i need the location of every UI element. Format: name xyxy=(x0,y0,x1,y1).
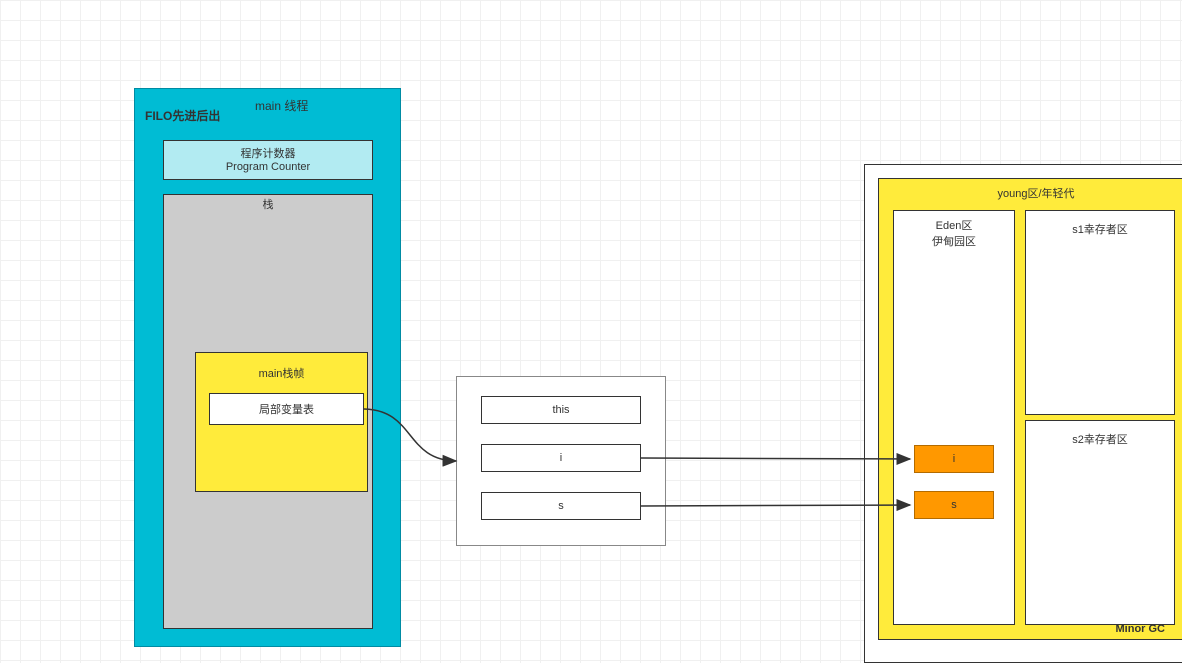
local-var-text: 局部变量表 xyxy=(259,401,314,417)
young-gen-title: young区/年轻代 xyxy=(879,185,1182,201)
s2-text: s2幸存者区 xyxy=(1026,431,1174,447)
stack-title: 栈 xyxy=(163,196,373,212)
s1-box: s1幸存者区 xyxy=(1025,210,1175,415)
s1-text: s1幸存者区 xyxy=(1026,221,1174,237)
eden-block-i-text: i xyxy=(953,453,955,465)
eden-block-i: i xyxy=(914,445,994,473)
eden-block-s-text: s xyxy=(951,499,957,511)
detail-row-s-text: s xyxy=(558,500,564,512)
thread-title: main 线程 xyxy=(255,97,308,114)
pc-line2: Program Counter xyxy=(164,161,372,173)
s2-box: s2幸存者区 xyxy=(1025,420,1175,625)
local-var-table: 局部变量表 xyxy=(209,393,364,425)
eden-line1: Eden区 xyxy=(894,217,1014,233)
program-counter-box: 程序计数器 Program Counter xyxy=(163,140,373,180)
pc-line1: 程序计数器 xyxy=(164,145,372,161)
detail-row-i-text: i xyxy=(560,452,562,464)
eden-box: Eden区 伊甸园区 xyxy=(893,210,1015,625)
detail-row-this-text: this xyxy=(552,404,569,416)
detail-row-this: this xyxy=(481,396,641,424)
eden-block-s: s xyxy=(914,491,994,519)
filo-label: FILO先进后出 xyxy=(145,107,220,124)
stack-frame-title: main栈帧 xyxy=(196,365,367,381)
detail-row-s: s xyxy=(481,492,641,520)
detail-row-i: i xyxy=(481,444,641,472)
eden-line2: 伊甸园区 xyxy=(894,233,1014,249)
